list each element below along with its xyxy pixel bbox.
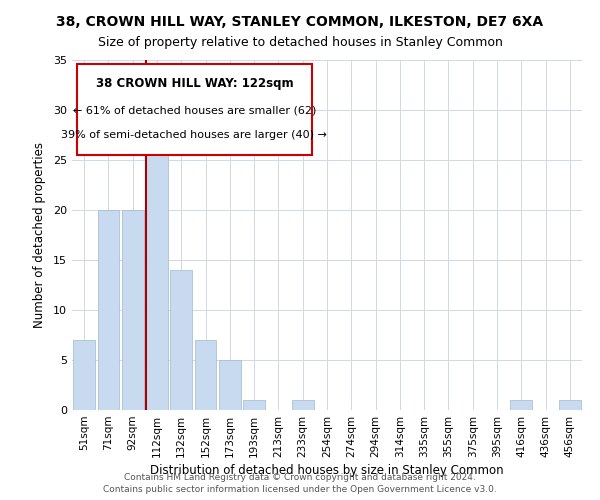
Bar (511, 400, 532, 410)
Text: ← 61% of detached houses are smaller (62): ← 61% of detached houses are smaller (62… (73, 106, 316, 116)
Text: Contains HM Land Registry data © Crown copyright and database right 2024.: Contains HM Land Registry data © Crown c… (124, 473, 476, 482)
Text: 38 CROWN HILL WAY: 122sqm: 38 CROWN HILL WAY: 122sqm (95, 78, 293, 90)
Bar (559, 400, 581, 410)
Text: 39% of semi-detached houses are larger (40) →: 39% of semi-detached houses are larger (… (61, 130, 328, 140)
Y-axis label: Number of detached properties: Number of detached properties (33, 142, 46, 328)
Text: 38, CROWN HILL WAY, STANLEY COMMON, ILKESTON, DE7 6XA: 38, CROWN HILL WAY, STANLEY COMMON, ILKE… (56, 16, 544, 30)
Bar (73, 340, 95, 410)
Text: Size of property relative to detached houses in Stanley Common: Size of property relative to detached ho… (98, 36, 502, 49)
Bar (122, 210, 143, 410)
X-axis label: Distribution of detached houses by size in Stanley Common: Distribution of detached houses by size … (150, 464, 504, 477)
Bar (170, 270, 192, 410)
Bar (194, 340, 217, 410)
Bar (292, 400, 314, 410)
Bar (219, 360, 241, 410)
Bar (243, 400, 265, 410)
Text: Contains public sector information licensed under the Open Government Licence v3: Contains public sector information licen… (103, 484, 497, 494)
Bar (97, 210, 119, 410)
FancyBboxPatch shape (77, 64, 312, 154)
Bar (146, 140, 168, 410)
